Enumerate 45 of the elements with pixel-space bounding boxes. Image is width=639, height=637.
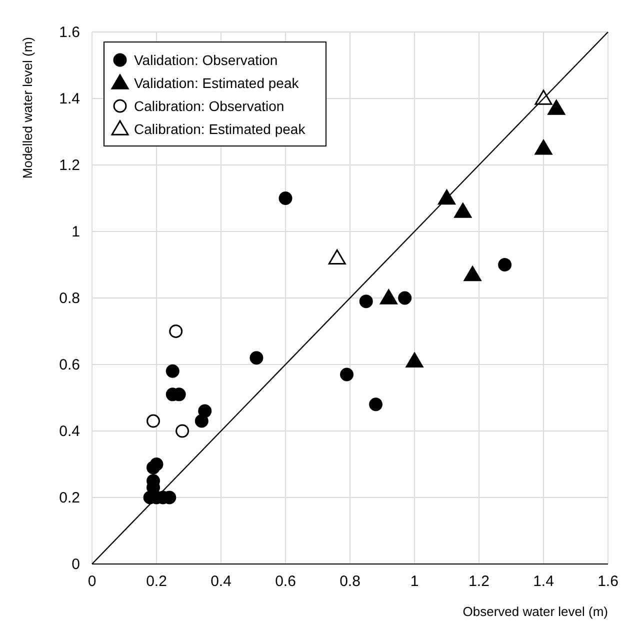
y-tick-label: 0.4	[59, 423, 80, 440]
y-tick-label: 0.2	[59, 490, 80, 506]
x-tick-label: 1.4	[533, 573, 554, 590]
x-tick-label: 0.2	[146, 573, 167, 590]
x-tick-label: 1	[410, 573, 419, 590]
legend-label: Calibration: Observation	[134, 98, 284, 114]
point	[250, 351, 264, 365]
x-axis-title: Observed water level (m)	[462, 604, 608, 619]
legend-label: Calibration: Estimated peak	[134, 121, 306, 137]
y-axis-title: Modelled water level (m)	[20, 37, 35, 179]
x-tick-label: 1.2	[468, 573, 490, 590]
legend-label: Validation: Observation	[134, 52, 278, 68]
y-tick-label: 1.2	[59, 157, 80, 174]
x-tick-label: 0.6	[275, 573, 296, 590]
point	[534, 140, 552, 155]
point	[169, 324, 183, 338]
point	[380, 289, 398, 304]
y-tick-label: 1	[72, 224, 80, 240]
point	[369, 398, 383, 412]
point	[146, 414, 160, 428]
y-tick-label: 0	[72, 556, 80, 573]
legend-label: Validation: Estimated peak	[134, 75, 300, 91]
y-tick-label: 0.6	[59, 356, 80, 374]
point	[176, 424, 190, 438]
point	[278, 192, 292, 205]
y-tick-label: 0.8	[59, 290, 80, 307]
point	[454, 202, 472, 218]
point	[340, 368, 354, 382]
x-tick-label: 0.8	[340, 573, 360, 590]
point	[194, 414, 208, 428]
x-tick-label: 1.6	[598, 573, 618, 590]
point	[328, 249, 346, 264]
point	[398, 291, 412, 305]
point	[498, 258, 512, 272]
point	[548, 100, 566, 115]
point	[464, 266, 482, 282]
x-tick-label: 0	[88, 573, 96, 590]
point	[166, 364, 180, 378]
x-tick-label: 0.4	[210, 573, 232, 590]
point	[406, 352, 424, 368]
point	[438, 190, 456, 205]
point	[359, 294, 373, 308]
point	[150, 458, 164, 471]
y-tick-label: 1.6	[59, 24, 80, 41]
y-tick-label: 1.4	[59, 90, 80, 108]
